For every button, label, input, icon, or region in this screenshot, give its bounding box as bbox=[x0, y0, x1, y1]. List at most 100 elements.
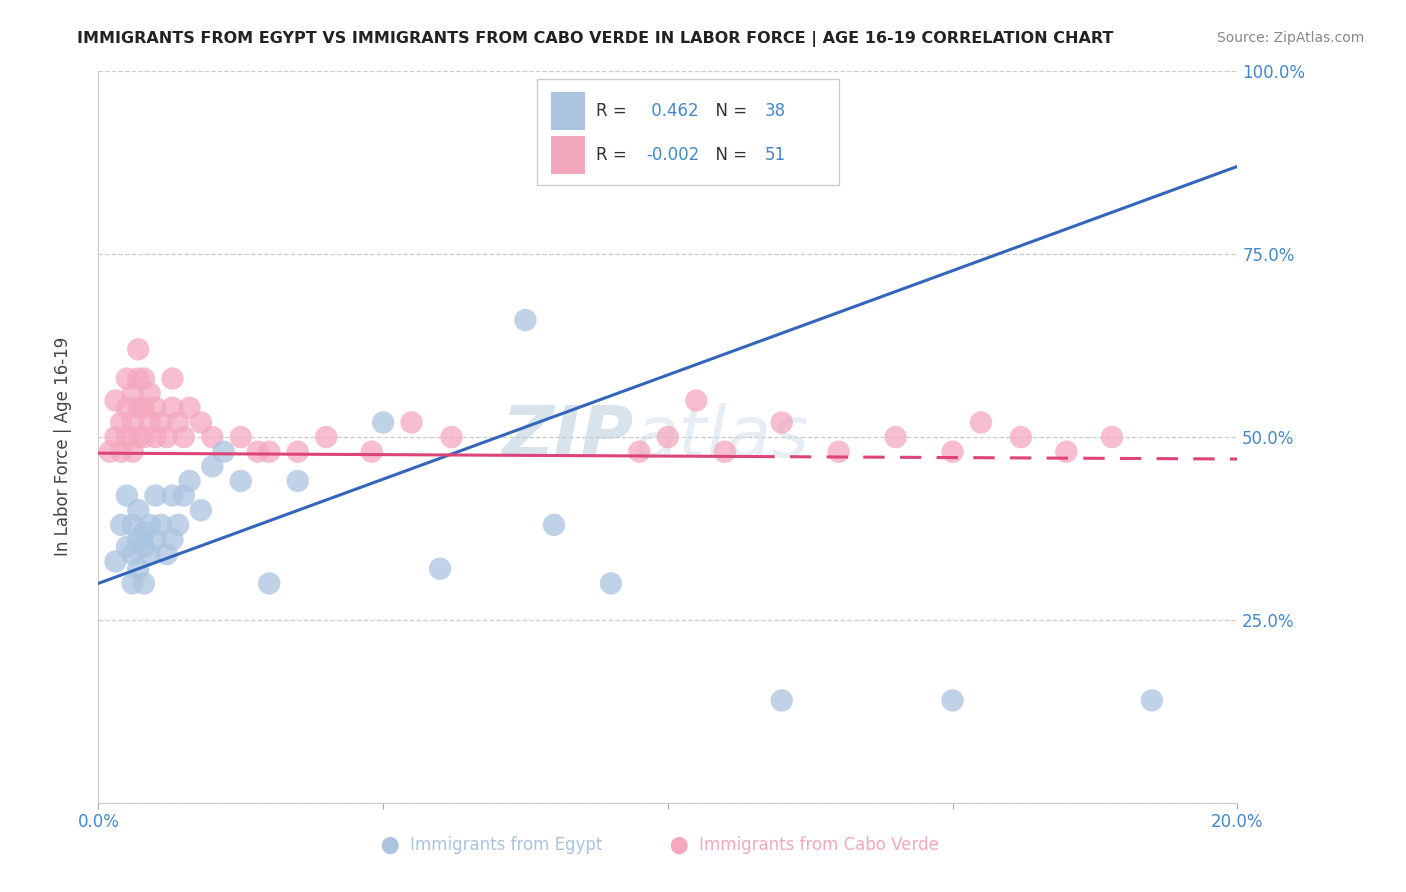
Point bbox=[121, 386, 143, 401]
Point bbox=[942, 444, 965, 458]
Text: 0.462: 0.462 bbox=[647, 102, 699, 120]
Point bbox=[229, 430, 252, 444]
Point bbox=[259, 444, 281, 458]
Point bbox=[1010, 430, 1032, 444]
Point bbox=[515, 313, 537, 327]
Point bbox=[162, 533, 184, 547]
Point bbox=[167, 517, 190, 532]
Text: ZIP: ZIP bbox=[502, 402, 634, 472]
Point bbox=[770, 693, 793, 707]
Point bbox=[127, 401, 149, 415]
Point bbox=[162, 371, 184, 385]
Point bbox=[121, 547, 143, 561]
Text: 51: 51 bbox=[765, 145, 786, 164]
Text: IMMIGRANTS FROM EGYPT VS IMMIGRANTS FROM CABO VERDE IN LABOR FORCE | AGE 16-19 C: IMMIGRANTS FROM EGYPT VS IMMIGRANTS FROM… bbox=[77, 31, 1114, 47]
Text: atlas: atlas bbox=[634, 402, 808, 472]
Point bbox=[179, 474, 201, 488]
Point bbox=[115, 430, 138, 444]
Point bbox=[543, 517, 565, 532]
Point bbox=[714, 444, 737, 458]
Point bbox=[190, 503, 212, 517]
Point bbox=[600, 576, 623, 591]
Point bbox=[132, 371, 155, 385]
Point bbox=[246, 444, 269, 458]
Point bbox=[1101, 430, 1123, 444]
Point bbox=[110, 444, 132, 458]
Point bbox=[201, 430, 224, 444]
Point bbox=[145, 489, 167, 503]
Text: ⬤  Immigrants from Cabo Verde: ⬤ Immigrants from Cabo Verde bbox=[671, 836, 939, 854]
Point bbox=[127, 430, 149, 444]
Point bbox=[121, 444, 143, 458]
Point bbox=[115, 371, 138, 385]
Point bbox=[173, 430, 195, 444]
Point bbox=[132, 576, 155, 591]
Text: N =: N = bbox=[706, 145, 752, 164]
Point bbox=[373, 416, 395, 430]
Bar bbox=[551, 136, 585, 174]
Point bbox=[156, 547, 179, 561]
Point bbox=[132, 540, 155, 554]
Text: -0.002: -0.002 bbox=[647, 145, 699, 164]
Point bbox=[115, 401, 138, 415]
Text: Source: ZipAtlas.com: Source: ZipAtlas.com bbox=[1216, 31, 1364, 45]
Text: ⬤  Immigrants from Egypt: ⬤ Immigrants from Egypt bbox=[381, 836, 602, 854]
Point bbox=[145, 533, 167, 547]
Point bbox=[401, 416, 423, 430]
Point bbox=[770, 416, 793, 430]
Point bbox=[190, 416, 212, 430]
Point bbox=[127, 371, 149, 385]
Point bbox=[628, 444, 651, 458]
Point bbox=[970, 416, 993, 430]
Point bbox=[429, 562, 451, 576]
Point bbox=[115, 489, 138, 503]
Point bbox=[138, 517, 160, 532]
Point bbox=[138, 416, 160, 430]
Point bbox=[121, 576, 143, 591]
Point bbox=[259, 576, 281, 591]
Point bbox=[121, 416, 143, 430]
Point bbox=[360, 444, 382, 458]
Point bbox=[110, 517, 132, 532]
Point bbox=[179, 401, 201, 415]
Text: In Labor Force | Age 16-19: In Labor Force | Age 16-19 bbox=[55, 336, 72, 556]
Point bbox=[132, 401, 155, 415]
Point bbox=[138, 547, 160, 561]
Point bbox=[212, 444, 235, 458]
Text: R =: R = bbox=[596, 102, 633, 120]
Point bbox=[1056, 444, 1078, 458]
Point bbox=[127, 503, 149, 517]
Point bbox=[828, 444, 851, 458]
Point bbox=[229, 474, 252, 488]
Point bbox=[132, 525, 155, 540]
Point bbox=[145, 430, 167, 444]
Point bbox=[173, 489, 195, 503]
Point bbox=[104, 554, 127, 568]
Point bbox=[104, 393, 127, 408]
Point bbox=[440, 430, 463, 444]
Point bbox=[110, 416, 132, 430]
Point bbox=[201, 459, 224, 474]
Point bbox=[150, 416, 173, 430]
Point bbox=[884, 430, 907, 444]
Point bbox=[98, 444, 121, 458]
Point bbox=[315, 430, 337, 444]
Point bbox=[942, 693, 965, 707]
Text: R =: R = bbox=[596, 145, 633, 164]
Text: N =: N = bbox=[706, 102, 752, 120]
Point bbox=[145, 401, 167, 415]
Point bbox=[1140, 693, 1163, 707]
Point bbox=[127, 533, 149, 547]
Point bbox=[127, 343, 149, 357]
Point bbox=[162, 401, 184, 415]
Point bbox=[115, 540, 138, 554]
Point bbox=[287, 474, 309, 488]
Point bbox=[657, 430, 679, 444]
Bar bbox=[551, 92, 585, 130]
FancyBboxPatch shape bbox=[537, 78, 839, 185]
Point bbox=[132, 430, 155, 444]
Point bbox=[127, 562, 149, 576]
Point bbox=[156, 430, 179, 444]
Point bbox=[167, 416, 190, 430]
Point bbox=[685, 393, 707, 408]
